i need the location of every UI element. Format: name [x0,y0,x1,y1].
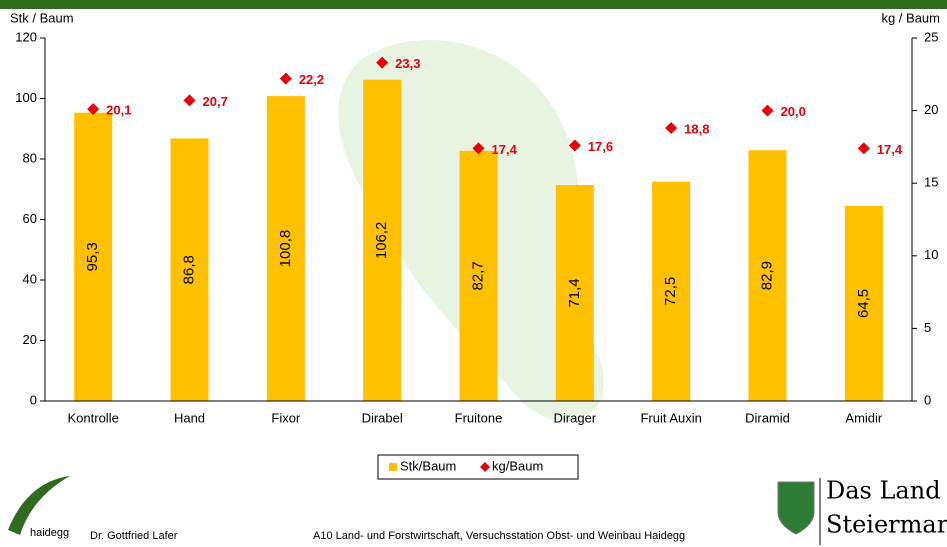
plot [74,79,883,402]
y-tick-label: 120 [15,29,37,44]
y-tick-label: 0 [30,392,37,407]
haidegg-logo [8,476,70,535]
marker-value-label: 17,4 [492,142,518,157]
marker-value-label: 17,6 [588,139,613,154]
legend-swatch [480,462,490,472]
bar-value-label: 64,5 [855,289,872,318]
x-tick-label: Hand [174,410,205,425]
logo-text: haidegg [30,527,69,539]
y-tick-label: 20 [23,332,37,347]
x-tick-label: Amidir [845,410,883,425]
marker [665,122,678,135]
marker-value-label: 20,7 [203,94,228,109]
bar [74,112,113,401]
y-tick-label: 100 [15,90,37,105]
marker [857,142,870,155]
legend-label: Stk/Baum [400,458,456,473]
author: Dr. Gottfried Lafer [90,530,178,542]
y2-tick-label: 10 [924,247,938,262]
x-tick-label: Fixor [271,410,301,425]
x-tick-label: Dirabel [362,410,403,425]
bar-value-label: 106,2 [373,222,390,260]
bar [363,79,402,402]
marker [761,104,774,117]
x-tick-label: Diramid [745,410,790,425]
bar-value-label: 95,3 [84,242,101,271]
y-tick-label: 60 [23,211,37,226]
bar [844,205,883,401]
marker-value-label: 22,2 [299,72,324,87]
y2-tick-label: 25 [924,29,938,44]
y2-axis-title: kg / Baum [881,10,940,25]
bar [266,96,305,401]
x-tick-label: Dirager [554,410,597,425]
y2-tick-label: 20 [924,102,938,117]
bar-value-label: 86,8 [180,255,197,284]
x-tick-label: Kontrolle [68,410,119,425]
y-axis-title: Stk / Baum [10,10,74,25]
y2-tick-label: 15 [924,175,938,190]
legend-label: kg/Baum [492,458,543,473]
bar-value-label: 82,7 [469,261,486,290]
bar [170,138,209,401]
legend-swatch [389,463,397,471]
bar-value-label: 72,5 [662,277,679,306]
marker [376,56,389,69]
marker-value-label: 23,3 [395,56,420,71]
marker-value-label: 20,1 [106,103,131,118]
y2-tick-label: 5 [924,320,931,335]
marker [87,103,100,116]
marker [279,72,292,85]
bar [652,181,691,401]
bar-value-label: 100,8 [277,230,294,268]
y2-tick-label: 0 [924,392,931,407]
top-bar [0,0,947,9]
marker-value-label: 17,4 [877,142,903,157]
x-tick-label: Fruitone [455,410,503,425]
marker [472,142,485,155]
y-tick-label: 80 [23,150,37,165]
bar [555,185,594,401]
bar-value-label: 82,9 [758,261,775,290]
bar-value-label: 71,4 [566,278,583,307]
brand-line2: Steiermark [826,511,947,539]
institution: A10 Land- und Forstwirtschaft, Versuchss… [313,530,685,542]
marker [183,94,196,107]
marker [568,139,581,152]
marker-value-label: 18,8 [684,121,709,136]
legend [377,454,579,480]
legend-items: Stk/Baum kg/Baum [389,458,543,473]
x-tick-label: Fruit Auxin [640,410,701,425]
marker-value-label: 20,0 [781,104,806,119]
brand-line1: Das Land [826,477,941,505]
bar [748,150,787,401]
bar [459,150,498,401]
crest [777,481,815,535]
y-tick-label: 40 [23,271,37,286]
